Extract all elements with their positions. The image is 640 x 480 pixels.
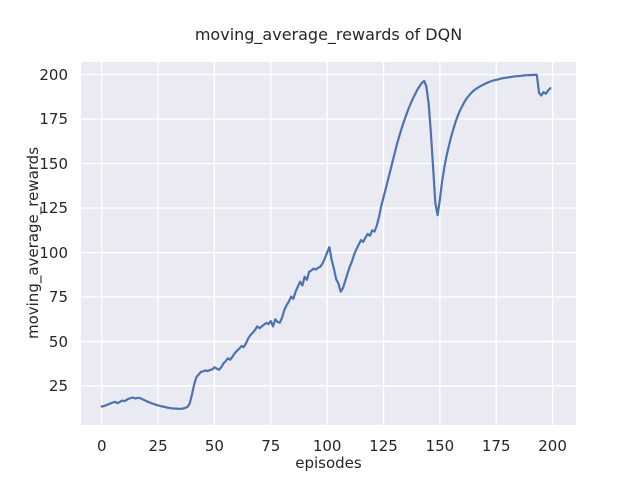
x-tick-label: 175: [481, 437, 511, 455]
y-tick-label: 150: [39, 154, 68, 173]
x-tick-label: 25: [148, 437, 168, 455]
y-tick-label: 25: [48, 377, 68, 396]
chart-title: moving_average_rewards of DQN: [194, 25, 463, 44]
x-tick-label: 200: [538, 437, 567, 455]
x-tick-label: 150: [425, 437, 455, 455]
data-line: [100, 73, 552, 410]
x-tick-label: 50: [204, 437, 224, 455]
y-tick-label: 100: [39, 243, 68, 262]
x-tick-label: 0: [96, 437, 107, 455]
y-tick-label: 75: [48, 288, 68, 307]
x-tick-label: 100: [312, 437, 342, 455]
y-tick-label: 50: [48, 332, 68, 351]
x-axis-label: episodes: [295, 454, 362, 472]
plot-area: [81, 62, 576, 425]
y-tick-label: 200: [39, 65, 68, 84]
x-tick-label: 75: [261, 437, 281, 455]
x-tick-label: 125: [369, 437, 398, 455]
y-tick-label: 175: [39, 110, 68, 129]
y-tick-label: 125: [39, 199, 68, 218]
plot-background: [81, 62, 576, 425]
